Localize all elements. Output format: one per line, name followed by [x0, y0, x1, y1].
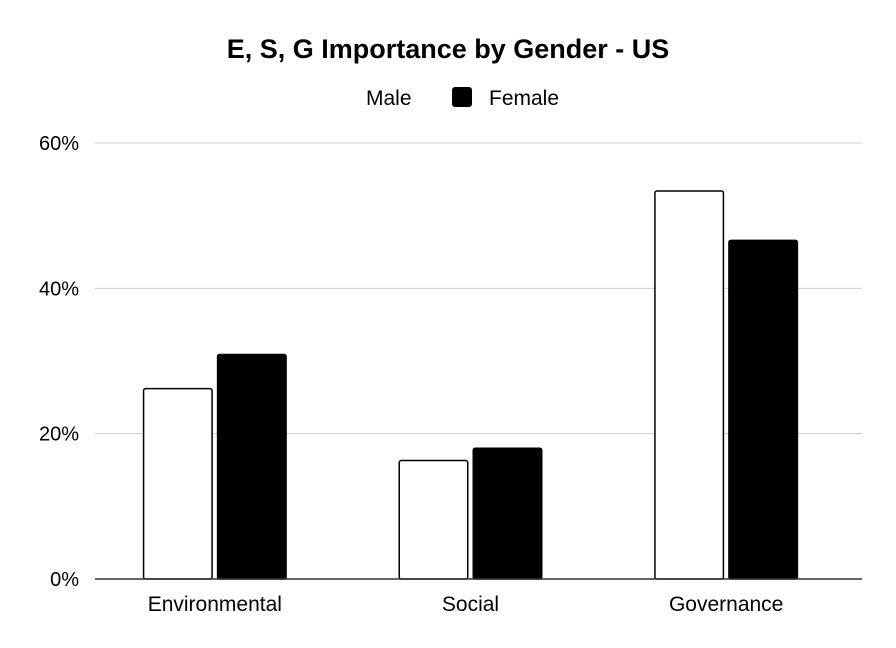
bar-female-environmental	[216, 353, 287, 580]
y-axis-ticks: 0% 20% 40% 60%	[39, 133, 79, 591]
x-tick-label: Governance	[669, 593, 783, 616]
y-tick-label: 60%	[39, 133, 79, 155]
legend: Male Female	[344, 87, 559, 110]
x-axis-ticks: Environmental Social Governance	[148, 593, 784, 616]
bar-female-governance	[728, 239, 799, 580]
bar-male-environmental	[142, 387, 213, 580]
bar-female-social	[472, 447, 543, 580]
y-tick-label: 40%	[39, 278, 79, 300]
bar-male-social	[398, 459, 469, 580]
chart-title: E, S, G Importance by Gender - US	[227, 34, 670, 64]
bar-male-governance	[654, 190, 725, 580]
legend-swatch-female	[452, 87, 472, 107]
x-tick-label: Social	[442, 593, 499, 616]
x-tick-label: Environmental	[148, 593, 282, 616]
legend-label-male: Male	[366, 87, 412, 110]
legend-swatch-male	[344, 87, 362, 105]
bars	[142, 190, 799, 580]
y-tick-label: 20%	[39, 424, 79, 446]
legend-label-female: Female	[489, 87, 559, 110]
y-tick-label: 0%	[50, 569, 79, 591]
